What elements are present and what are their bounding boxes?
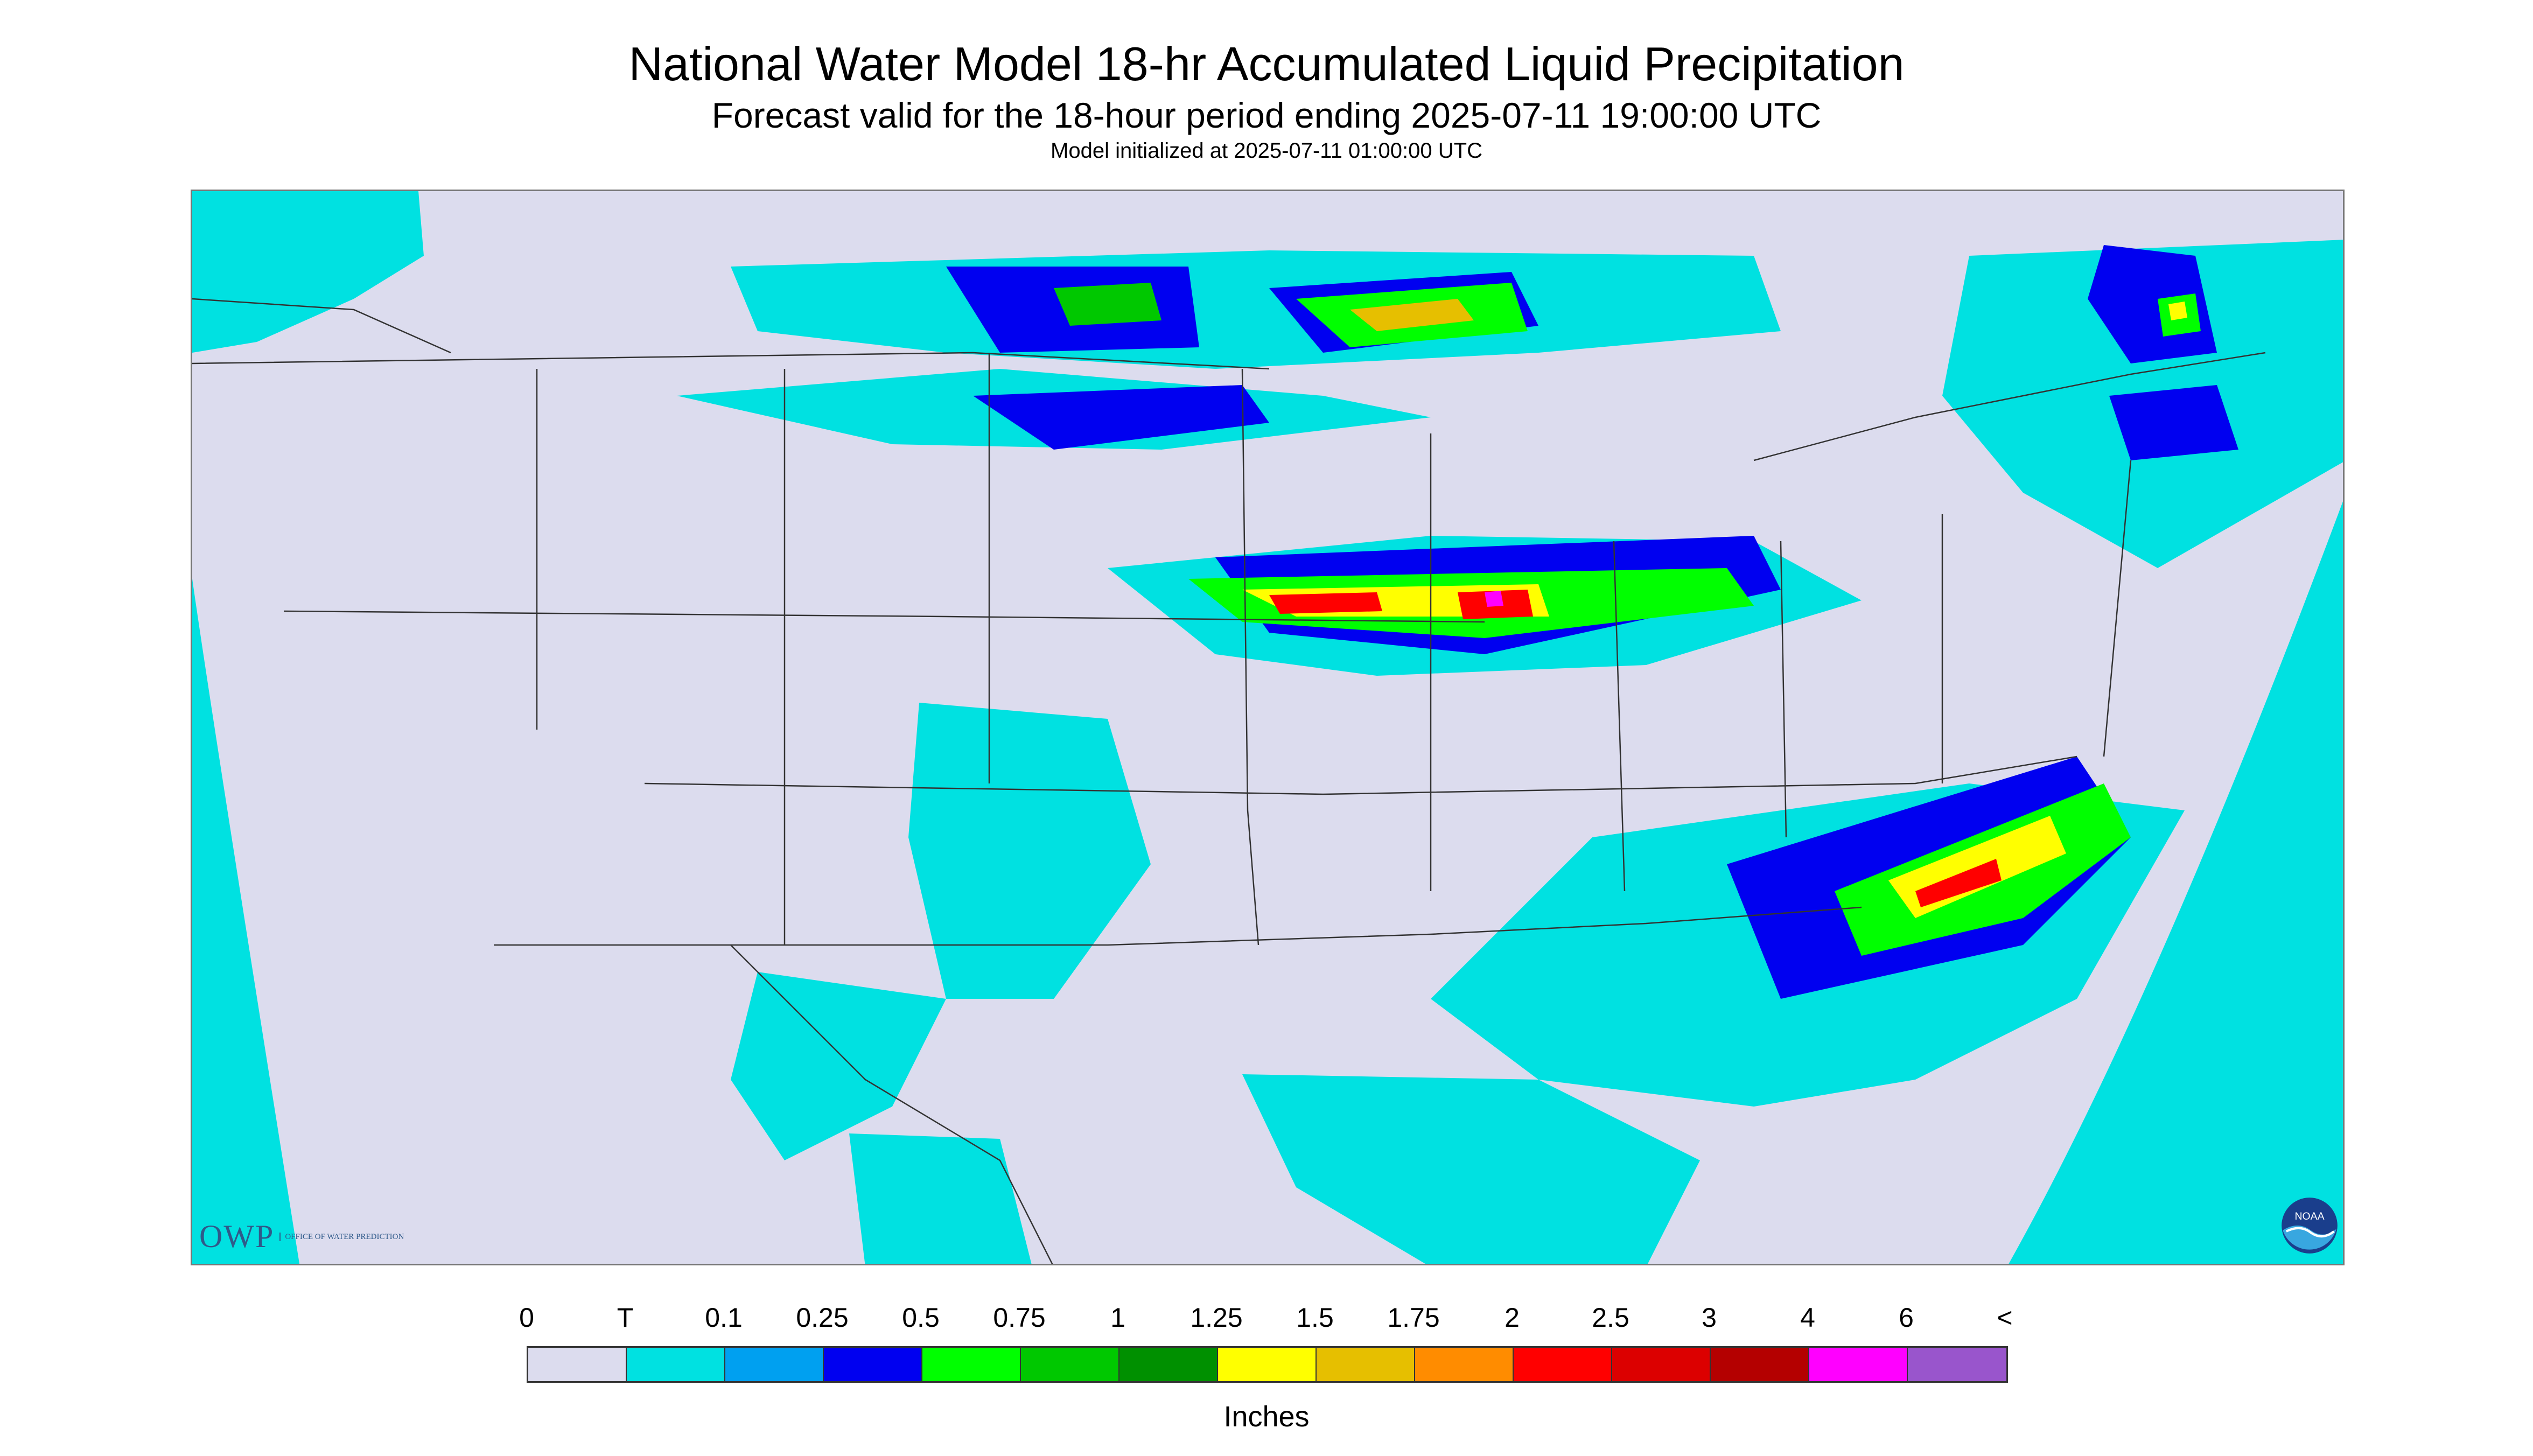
legend-swatch xyxy=(1218,1348,1317,1381)
legend-tick-label: 4 xyxy=(1800,1303,1815,1333)
legend-labels: 0 T 0.1 0.25 0.5 0.75 1 1.25 1.5 1.75 2 2.5 3 4 6 < xyxy=(0,1302,2533,1340)
owp-logo-text: Office of Water Prediction xyxy=(279,1232,404,1241)
legend-tick-label: < xyxy=(1997,1303,2013,1333)
legend-swatch xyxy=(1317,1348,1415,1381)
legend-swatch xyxy=(1908,1348,2006,1381)
legend-colorbar xyxy=(527,1346,2008,1383)
legend-swatch xyxy=(1711,1348,1809,1381)
owp-logo: OWP Office of Water Prediction xyxy=(199,1218,404,1255)
legend-tick-label: 3 xyxy=(1702,1303,1717,1333)
map-title: National Water Model 18-hr Accumulated L… xyxy=(628,37,1905,90)
legend-swatch xyxy=(1612,1348,1711,1381)
legend-tick-label: 1.25 xyxy=(1190,1303,1243,1333)
model-init-time: Model initialized at 2025-07-11 01:00:00… xyxy=(1051,139,1482,163)
noaa-logo: NOAA xyxy=(2282,1198,2338,1254)
legend-swatch xyxy=(1119,1348,1218,1381)
legend-swatch xyxy=(725,1348,824,1381)
legend-tick-label: 1.5 xyxy=(1296,1303,1334,1333)
map-subtitle: Forecast valid for the 18-hour period en… xyxy=(711,95,1822,135)
legend-tick-label: 0.1 xyxy=(705,1303,743,1333)
political-boundaries xyxy=(192,298,2266,1264)
legend-tick-label: 6 xyxy=(1899,1303,1914,1333)
legend-swatch xyxy=(1514,1348,1612,1381)
legend-tick-label: 0.5 xyxy=(902,1303,940,1333)
legend-tick-label: T xyxy=(617,1303,634,1333)
legend-tick-label: 1 xyxy=(1110,1303,1125,1333)
legend-tick-label: 2 xyxy=(1505,1303,1520,1333)
legend-swatch xyxy=(824,1348,922,1381)
legend-tick-label: 0.25 xyxy=(796,1303,849,1333)
legend-swatch xyxy=(922,1348,1021,1381)
precipitation-map xyxy=(191,190,2345,1265)
legend-tick-label: 0 xyxy=(519,1303,534,1333)
legend-swatch xyxy=(627,1348,725,1381)
legend-tick-label: 0.75 xyxy=(993,1303,1046,1333)
legend-swatch xyxy=(1021,1348,1119,1381)
legend-swatch xyxy=(1415,1348,1514,1381)
legend-swatch xyxy=(528,1348,627,1381)
svg-text:NOAA: NOAA xyxy=(2294,1210,2324,1222)
legend-tick-label: 1.75 xyxy=(1387,1303,1440,1333)
legend-tick-label: 2.5 xyxy=(1592,1303,1629,1333)
owp-logo-mark: OWP xyxy=(199,1219,275,1254)
legend-swatch xyxy=(1809,1348,1908,1381)
heavy-precip-areas xyxy=(1188,283,2201,956)
legend-units: Inches xyxy=(1223,1401,1310,1433)
